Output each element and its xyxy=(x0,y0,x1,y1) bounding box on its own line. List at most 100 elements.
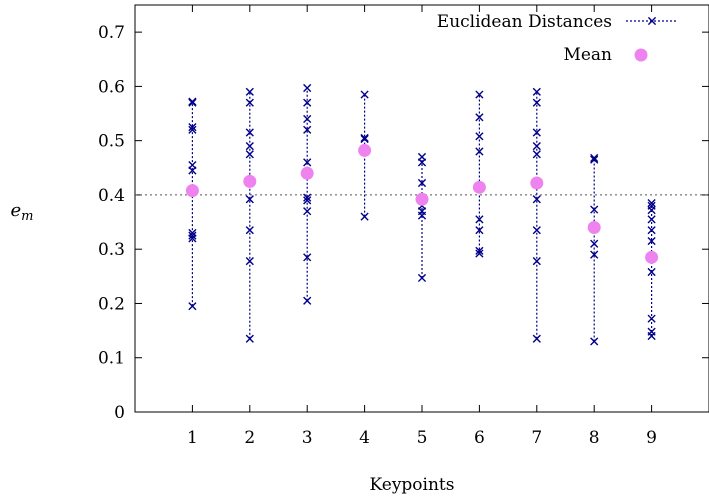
distance-point xyxy=(532,226,541,235)
distance-point xyxy=(417,273,427,283)
cross-stroke xyxy=(188,98,197,107)
y-axis-label-base: e xyxy=(11,200,22,221)
cross-stroke xyxy=(647,226,656,235)
cross-stroke xyxy=(245,128,254,137)
cross-stroke xyxy=(532,87,541,96)
cross-stroke xyxy=(303,193,312,202)
x-tick-label: 7 xyxy=(531,428,542,448)
distance-point xyxy=(475,215,484,224)
distance-point xyxy=(303,83,312,93)
y-axis-label: em xyxy=(11,200,34,224)
distance-point xyxy=(590,239,599,248)
distance-point xyxy=(188,98,197,107)
mean-point xyxy=(587,220,601,234)
distance-point xyxy=(360,133,369,143)
cross-stroke xyxy=(590,153,599,163)
distance-point xyxy=(303,158,312,167)
distance-point xyxy=(245,150,254,159)
x-tick-label: 5 xyxy=(417,428,428,448)
distance-point xyxy=(590,337,599,346)
x-axis-label: Keypoints xyxy=(370,475,455,495)
distance-point xyxy=(590,250,599,259)
cross-stroke xyxy=(532,334,541,343)
distance-point xyxy=(475,147,484,156)
cross-stroke xyxy=(647,198,656,208)
cross-stroke xyxy=(303,296,312,305)
y-tick-label: 0.3 xyxy=(98,240,125,260)
legend-marker-mean xyxy=(634,48,648,62)
distance-point xyxy=(360,212,369,221)
cross-stroke xyxy=(188,228,197,238)
distance-point xyxy=(303,207,312,216)
distance-point xyxy=(647,267,656,277)
mean-point xyxy=(358,143,372,157)
y-tick-label: 0.4 xyxy=(98,186,125,206)
distance-point xyxy=(245,128,254,137)
distance-point xyxy=(532,334,541,343)
cross-stroke xyxy=(475,215,484,224)
x-tick-label: 9 xyxy=(646,428,657,448)
distance-point xyxy=(360,134,369,144)
distance-point xyxy=(475,246,484,255)
distance-point xyxy=(188,125,197,134)
cross-stroke xyxy=(188,302,197,311)
distance-point xyxy=(532,195,541,204)
y-axis-label-subscript: m xyxy=(21,209,33,224)
cross-stroke xyxy=(647,327,656,336)
cross-stroke xyxy=(245,257,254,266)
distance-point xyxy=(303,114,312,124)
distance-point xyxy=(303,193,312,202)
cross-stroke xyxy=(360,134,369,144)
cross-stroke xyxy=(303,207,312,216)
distance-point xyxy=(245,87,254,96)
cross-stroke xyxy=(303,253,312,262)
distance-point xyxy=(303,125,312,134)
cross-stroke xyxy=(532,226,541,235)
distance-point xyxy=(303,296,312,305)
distance-point xyxy=(647,314,656,323)
distance-point xyxy=(245,226,254,235)
cross-stroke xyxy=(590,205,599,214)
distance-point xyxy=(188,231,197,240)
cross-stroke xyxy=(360,90,369,99)
distance-point xyxy=(532,257,541,266)
y-tick-label: 0.7 xyxy=(98,23,125,43)
cross-stroke xyxy=(647,314,656,323)
distance-point xyxy=(417,152,427,162)
cross-stroke xyxy=(188,125,197,134)
cross-stroke xyxy=(188,231,197,240)
mean-point xyxy=(243,174,257,188)
distance-point xyxy=(188,160,197,170)
distance-point xyxy=(532,128,541,137)
cross-stroke xyxy=(590,155,599,164)
mean-point xyxy=(185,184,199,198)
mean-point xyxy=(530,176,544,190)
legend-label-mean: Mean xyxy=(563,45,612,65)
cross-stroke xyxy=(417,152,427,162)
mean-point xyxy=(415,192,429,206)
distance-point xyxy=(245,98,254,107)
distance-point xyxy=(188,228,197,238)
distance-point xyxy=(475,226,484,235)
distance-point xyxy=(647,215,656,224)
y-tick-label: 0 xyxy=(114,403,125,423)
cross-stroke xyxy=(647,236,656,246)
distance-point xyxy=(188,97,197,106)
distance-point xyxy=(647,236,656,246)
distance-point xyxy=(475,249,484,258)
cross-stroke xyxy=(245,141,254,151)
distance-point xyxy=(590,205,599,214)
legend-label-distances: Euclidean Distances xyxy=(437,12,612,32)
legend: Euclidean Distances Mean xyxy=(437,12,678,65)
distance-point xyxy=(590,155,599,164)
legend-marker-distances xyxy=(647,16,657,26)
cross-stroke xyxy=(475,147,484,156)
cross-stroke xyxy=(245,87,254,96)
y-tick-label: 0.1 xyxy=(98,349,125,369)
distance-point xyxy=(475,132,484,141)
distance-point xyxy=(590,153,599,163)
y-tick-label: 0.6 xyxy=(98,77,125,97)
cross-stroke xyxy=(475,90,484,99)
distance-point xyxy=(245,141,254,151)
cross-stroke xyxy=(360,212,369,221)
